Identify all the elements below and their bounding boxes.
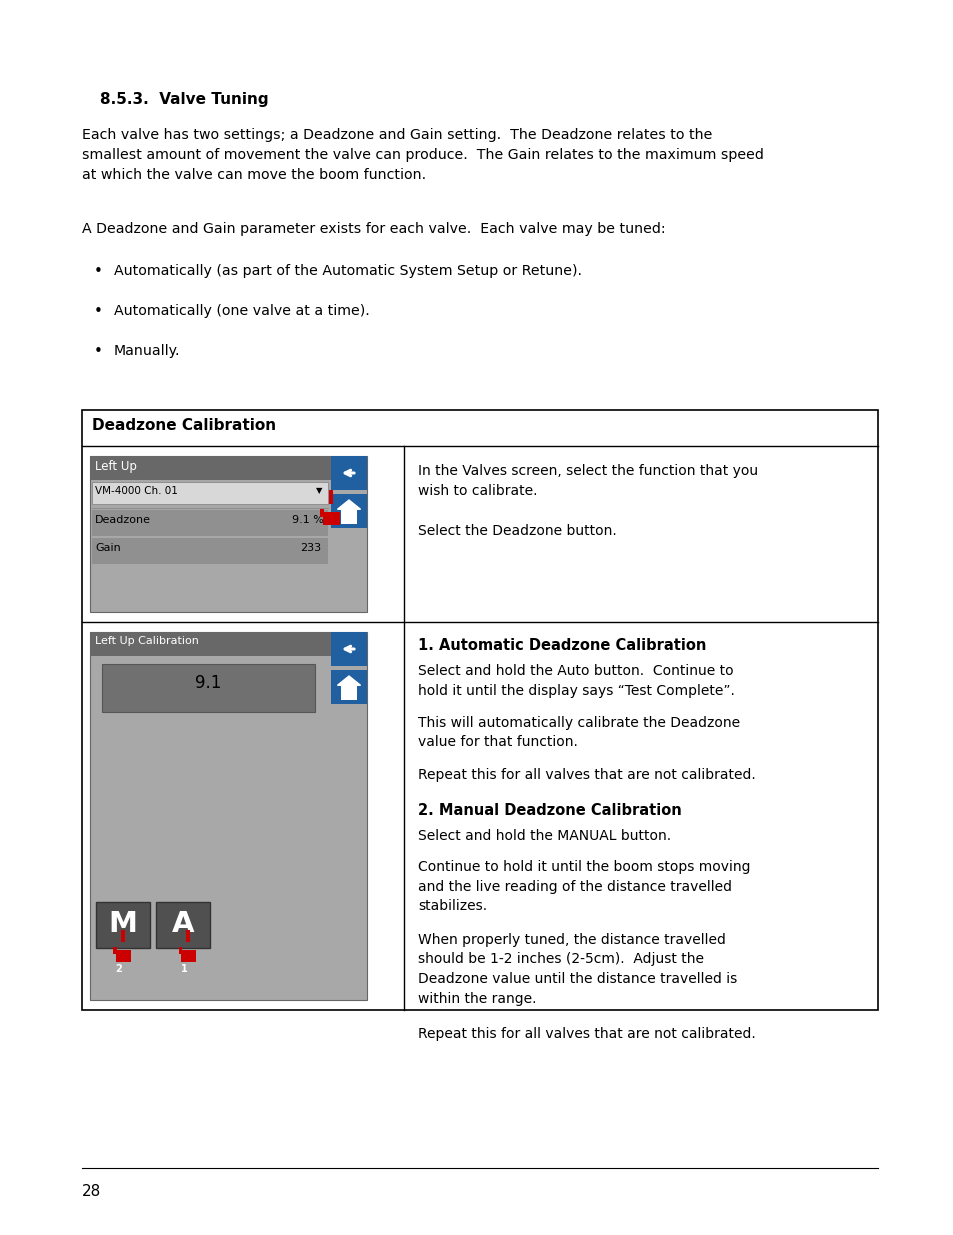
Bar — [91, 482, 328, 504]
Bar — [320, 509, 324, 516]
Text: Gain: Gain — [95, 543, 121, 553]
Bar — [331, 671, 367, 704]
Text: Repeat this for all valves that are not calibrated.: Repeat this for all valves that are not … — [417, 768, 755, 782]
Text: This will automatically calibrate the Deadzone
value for that function.: This will automatically calibrate the De… — [417, 716, 740, 750]
Bar — [186, 930, 191, 942]
Text: 2: 2 — [115, 965, 122, 974]
Bar — [331, 456, 367, 490]
Text: 28: 28 — [82, 1184, 101, 1199]
Text: When properly tuned, the distance travelled
should be 1-2 inches (2-5cm).  Adjus: When properly tuned, the distance travel… — [417, 932, 737, 1005]
Bar — [90, 456, 367, 480]
Text: Select and hold the Auto button.  Continue to
hold it until the display says “Te: Select and hold the Auto button. Continu… — [417, 664, 734, 698]
Text: Left Up Calibration: Left Up Calibration — [95, 636, 198, 646]
Text: VM-4000 Ch. 01: VM-4000 Ch. 01 — [95, 487, 177, 496]
Bar — [91, 538, 328, 564]
Bar — [341, 509, 356, 524]
Text: A: A — [172, 910, 194, 939]
Text: •: • — [94, 304, 103, 319]
Text: 1: 1 — [181, 965, 188, 974]
Bar — [156, 902, 210, 948]
Text: 233: 233 — [299, 543, 321, 553]
Text: 1. Automatic Deadzone Calibration: 1. Automatic Deadzone Calibration — [417, 638, 705, 653]
Text: M: M — [109, 910, 137, 939]
Text: A Deadzone and Gain parameter exists for each valve.  Each valve may be tuned:: A Deadzone and Gain parameter exists for… — [82, 222, 665, 236]
Bar — [90, 456, 367, 613]
Bar — [102, 664, 314, 713]
Text: Select the Deadzone button.: Select the Deadzone button. — [417, 524, 616, 538]
Bar — [113, 947, 117, 955]
Text: •: • — [94, 345, 103, 359]
Bar — [323, 513, 339, 525]
Text: Manually.: Manually. — [113, 345, 180, 358]
Bar — [90, 632, 367, 656]
Bar — [341, 685, 356, 700]
Text: Continue to hold it until the boom stops moving
and the live reading of the dist: Continue to hold it until the boom stops… — [417, 860, 750, 913]
Text: Automatically (one valve at a time).: Automatically (one valve at a time). — [113, 304, 370, 317]
Bar — [181, 950, 196, 962]
Bar — [178, 947, 182, 955]
Text: Left Up: Left Up — [95, 459, 136, 473]
Text: ▼: ▼ — [315, 487, 322, 495]
Text: •: • — [94, 264, 103, 279]
Text: Select and hold the MANUAL button.: Select and hold the MANUAL button. — [417, 829, 670, 844]
Text: 9.1 %: 9.1 % — [292, 515, 323, 525]
Bar — [91, 510, 328, 536]
Text: Repeat this for all valves that are not calibrated.: Repeat this for all valves that are not … — [417, 1028, 755, 1041]
Text: 9.1: 9.1 — [195, 674, 221, 692]
Bar — [82, 410, 877, 1010]
Bar — [329, 490, 333, 504]
Bar — [115, 950, 131, 962]
Polygon shape — [337, 676, 360, 685]
Bar — [90, 632, 367, 1000]
Bar — [331, 632, 367, 666]
Text: In the Valves screen, select the function that you
wish to calibrate.: In the Valves screen, select the functio… — [417, 464, 758, 498]
Polygon shape — [337, 500, 360, 509]
Bar — [331, 494, 367, 529]
Text: 8.5.3.  Valve Tuning: 8.5.3. Valve Tuning — [100, 91, 269, 107]
Text: Deadzone: Deadzone — [95, 515, 151, 525]
Text: Automatically (as part of the Automatic System Setup or Retune).: Automatically (as part of the Automatic … — [113, 264, 581, 278]
Bar — [96, 902, 150, 948]
Bar — [121, 930, 125, 942]
Text: Each valve has two settings; a Deadzone and Gain setting.  The Deadzone relates : Each valve has two settings; a Deadzone … — [82, 128, 763, 182]
Text: 2. Manual Deadzone Calibration: 2. Manual Deadzone Calibration — [417, 803, 681, 818]
Text: Deadzone Calibration: Deadzone Calibration — [91, 417, 275, 433]
